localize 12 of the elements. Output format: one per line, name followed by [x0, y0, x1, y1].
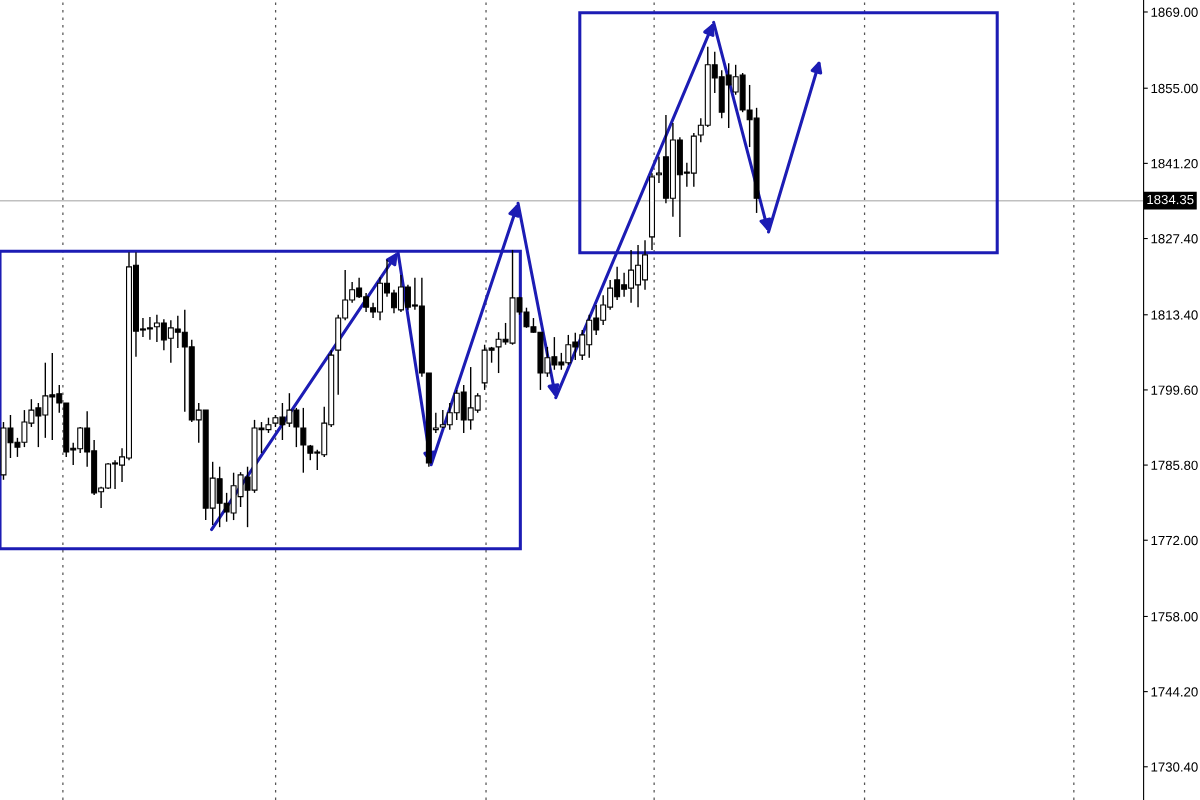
y-tick-label: 1785.80 [1151, 460, 1198, 470]
y-tick-label: 1744.20 [1151, 687, 1198, 697]
y-tick-label: 1799.60 [1151, 385, 1198, 395]
y-tick-label: 1758.00 [1151, 612, 1198, 622]
y-tick-label: 1772.00 [1151, 535, 1198, 546]
y-tick-label: 1730.40 [1151, 762, 1198, 772]
y-tick-label: 1869.00 [1151, 7, 1198, 17]
y-tick-label: 1813.40 [1151, 310, 1198, 320]
y-tick-label: 1827.40 [1151, 234, 1198, 244]
y-tick-label: 1841.20 [1151, 158, 1198, 169]
y-tick-label: 1855.00 [1151, 83, 1198, 94]
ref-line-label: 1834.35 [1147, 194, 1194, 205]
